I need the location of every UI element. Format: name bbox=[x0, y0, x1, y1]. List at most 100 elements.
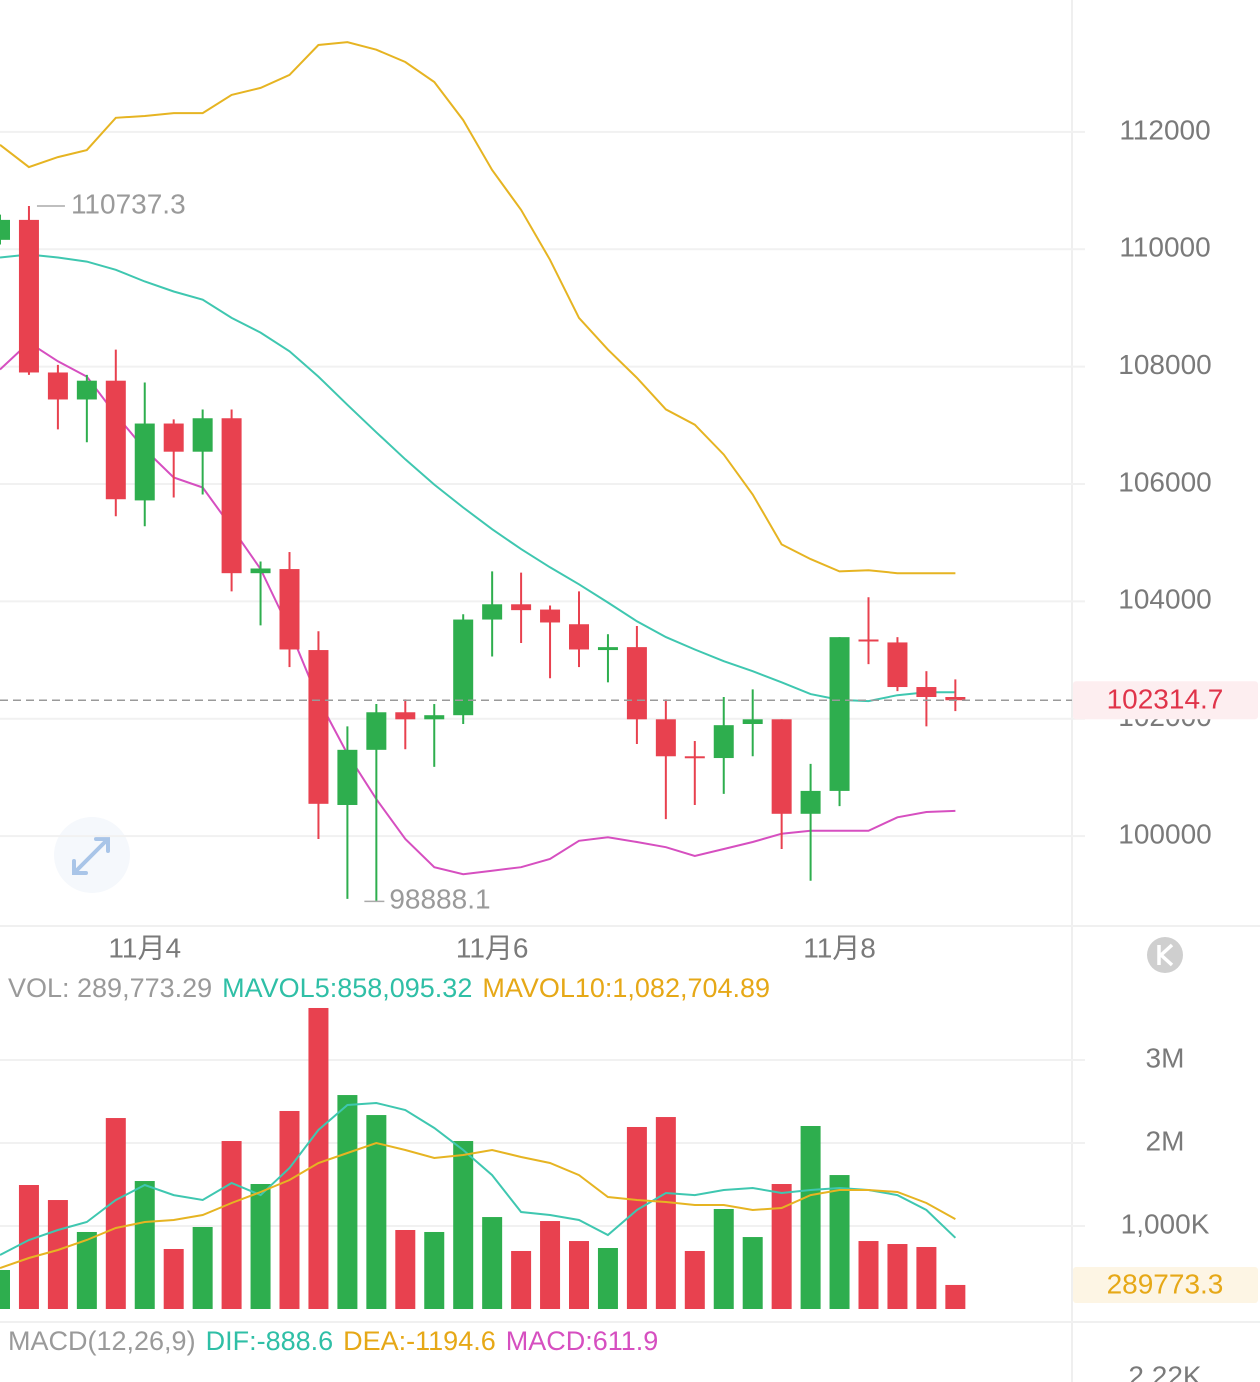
candle-body bbox=[597, 647, 618, 651]
y-tick-label: 104000 bbox=[1118, 584, 1211, 615]
candle-body bbox=[163, 423, 184, 452]
volume-bar bbox=[511, 1250, 532, 1309]
y-tick-label: 2.22K bbox=[1128, 1360, 1201, 1382]
candle-body bbox=[18, 219, 39, 373]
candle-body bbox=[76, 380, 97, 400]
volume-bar bbox=[337, 1095, 358, 1309]
volume-bar bbox=[916, 1247, 937, 1309]
candle-body bbox=[511, 604, 532, 611]
y-tick-label: 108000 bbox=[1118, 349, 1211, 380]
candle-body bbox=[395, 712, 416, 720]
candle-body bbox=[366, 712, 387, 750]
y-tick-label: 110000 bbox=[1119, 232, 1210, 263]
x-tick-label: 11月6 bbox=[456, 932, 529, 963]
candle-body bbox=[771, 719, 792, 814]
candle-body bbox=[626, 647, 647, 720]
x-tick-label: 11月4 bbox=[108, 932, 181, 963]
volume-bar bbox=[540, 1221, 561, 1309]
candle-body bbox=[540, 609, 561, 623]
candle-body bbox=[424, 715, 445, 720]
volume-bar bbox=[221, 1141, 242, 1309]
candle-body bbox=[453, 619, 474, 716]
volume-bar bbox=[597, 1248, 618, 1309]
volume-bar bbox=[742, 1237, 763, 1309]
y-tick-label: 2M bbox=[1146, 1125, 1185, 1156]
candle-body bbox=[482, 604, 503, 620]
legend-entry: MACD(12,26,9) bbox=[8, 1326, 196, 1356]
volume-bar bbox=[626, 1126, 647, 1309]
volume-bar bbox=[47, 1200, 68, 1309]
grid bbox=[0, 130, 1085, 1228]
candle-body bbox=[684, 756, 705, 759]
price-line bbox=[0, 41, 956, 575]
volume-ma-line bbox=[0, 1141, 956, 1269]
volume-bar bbox=[192, 1227, 213, 1309]
candle-body bbox=[192, 418, 213, 452]
volume-bar bbox=[800, 1126, 821, 1309]
legend-entry: MACD:611.9 bbox=[506, 1326, 659, 1356]
y-tick-label: 100000 bbox=[1118, 818, 1211, 849]
icon-glyph bbox=[1157, 943, 1174, 967]
macd-legend: MACD(12,26,9) DIF:-888.6 DEA:-1194.6 MACD:6… bbox=[8, 1326, 658, 1356]
current-price-box bbox=[1073, 681, 1258, 720]
volume-bar bbox=[482, 1217, 503, 1309]
volume-bar bbox=[279, 1110, 300, 1309]
kline-icon[interactable] bbox=[1147, 937, 1183, 973]
legend-entry: MAVOL10:1,082,704.89 bbox=[482, 973, 770, 1003]
candle-body bbox=[800, 790, 821, 814]
y-tick-label: 112000 bbox=[1119, 114, 1210, 145]
candle-body bbox=[47, 372, 68, 400]
volume-bar bbox=[453, 1141, 474, 1309]
icon-glyph bbox=[72, 837, 110, 875]
volume-bar bbox=[655, 1117, 676, 1309]
volume-bar bbox=[887, 1244, 908, 1309]
volume-bar bbox=[18, 1185, 39, 1309]
legend-entry: DEA:-1194.6 bbox=[343, 1326, 496, 1356]
volume-bar bbox=[771, 1184, 792, 1309]
low-label: 98888.1 bbox=[389, 884, 490, 915]
volume-bar bbox=[0, 1269, 10, 1309]
icon-bg bbox=[1147, 937, 1183, 973]
volume-bar bbox=[134, 1181, 155, 1309]
candle-body bbox=[337, 749, 358, 805]
candle-body bbox=[858, 639, 879, 642]
expand-icon[interactable] bbox=[54, 817, 130, 893]
candle-body bbox=[713, 725, 734, 759]
volume-bar bbox=[250, 1184, 271, 1309]
volume-legend: VOL: 289,773.29 MAVOL5:858,095.32 MAVOL10:… bbox=[8, 973, 770, 1003]
labels: 1000001020001040001060001080001100001120… bbox=[36, 114, 1258, 1303]
candle-body bbox=[742, 719, 763, 725]
plot bbox=[0, 41, 1072, 1309]
volume-bar bbox=[684, 1250, 705, 1309]
legend-entry: DIF:-888.6 bbox=[206, 1326, 334, 1356]
candle-body bbox=[916, 687, 937, 698]
candle-body bbox=[0, 219, 10, 240]
volume-bar bbox=[424, 1231, 445, 1309]
high-label: 110737.3 bbox=[71, 188, 186, 219]
price-line bbox=[0, 341, 956, 876]
candle-body bbox=[221, 418, 242, 574]
volume-bar bbox=[829, 1175, 850, 1309]
y-tick-label: 106000 bbox=[1118, 466, 1211, 497]
volume-bar bbox=[713, 1208, 734, 1309]
candle-body bbox=[279, 569, 300, 650]
candle-body bbox=[105, 380, 126, 500]
volume-bar bbox=[163, 1248, 184, 1309]
candle-body bbox=[945, 697, 966, 701]
y-tick-label: 1,000K bbox=[1121, 1208, 1210, 1239]
legend-entry: VOL: 289,773.29 bbox=[8, 973, 212, 1003]
volume-bar bbox=[569, 1241, 589, 1309]
volume-ma-line bbox=[0, 1101, 957, 1256]
volume-bar bbox=[945, 1284, 966, 1309]
candle-body bbox=[134, 423, 155, 501]
legend-entry: MAVOL5:858,095.32 bbox=[222, 973, 472, 1003]
x-tick-label: 11月8 bbox=[803, 932, 876, 963]
candle-body bbox=[887, 642, 908, 688]
volume-bar bbox=[105, 1118, 126, 1309]
volume-bar bbox=[308, 1007, 329, 1309]
volume-bar bbox=[76, 1231, 97, 1309]
y-tick-label: 3M bbox=[1146, 1042, 1185, 1073]
volume-bar bbox=[858, 1241, 879, 1309]
candle-body bbox=[250, 568, 271, 574]
